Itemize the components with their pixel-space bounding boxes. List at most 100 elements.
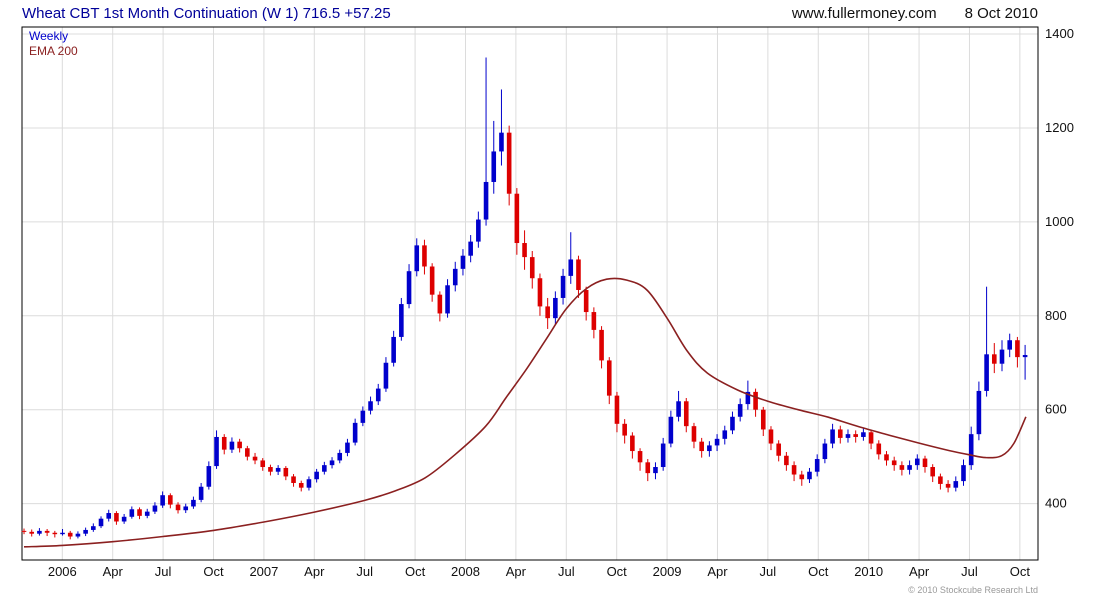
candle-body <box>399 304 404 337</box>
candle-body <box>914 458 920 466</box>
candle-body <box>822 443 828 460</box>
x-axis-label: Apr <box>304 564 325 579</box>
candle-body <box>622 423 627 436</box>
candle-body <box>306 479 312 488</box>
y-axis-label: 600 <box>1045 402 1067 417</box>
candle-body <box>1007 340 1012 350</box>
candle-body <box>884 454 889 461</box>
candle-body <box>483 181 489 220</box>
candle-body <box>553 297 558 319</box>
candle-body <box>60 532 65 535</box>
x-axis-label: 2007 <box>249 564 278 579</box>
candle-body <box>791 465 797 475</box>
y-axis-label: 1200 <box>1045 120 1074 135</box>
candle-body <box>106 513 112 519</box>
ema200-line <box>23 277 1027 548</box>
candle-body <box>298 482 304 488</box>
candle-body <box>29 531 35 534</box>
candle-body <box>429 266 435 295</box>
candle-body <box>44 530 50 533</box>
candle-body <box>245 448 250 457</box>
candle-body <box>614 395 620 424</box>
y-axis-label: 800 <box>1045 308 1067 323</box>
date-label: 8 Oct 2010 <box>964 4 1038 22</box>
candle-body <box>91 526 96 530</box>
candle-body <box>660 443 666 468</box>
candle-body <box>853 434 858 437</box>
candle-body <box>814 459 820 472</box>
candle-body <box>499 132 504 152</box>
candle-body <box>37 530 42 534</box>
x-axis-label: Apr <box>707 564 728 579</box>
candle-body <box>722 430 728 439</box>
x-axis-label: Apr <box>506 564 527 579</box>
x-axis-label: 2009 <box>653 564 682 579</box>
candle-body <box>229 441 235 450</box>
x-axis-label: Jul <box>155 564 172 579</box>
candle-body <box>383 362 389 389</box>
candle-body <box>375 388 381 402</box>
candle-body <box>645 462 651 474</box>
candle-body <box>329 460 335 466</box>
copyright-label: © 2010 Stockcube Research Ltd <box>908 585 1038 595</box>
candle-body <box>460 255 466 269</box>
candle-body <box>283 467 289 477</box>
candle-body <box>314 471 319 480</box>
candle-body <box>168 495 173 505</box>
candle-body <box>198 486 204 500</box>
x-axis-label: 2010 <box>854 564 883 579</box>
x-axis-label: Oct <box>808 564 829 579</box>
candle-body <box>214 436 219 467</box>
candle-body <box>876 443 882 455</box>
candle-body <box>560 275 566 298</box>
candle-body <box>691 426 697 442</box>
candle-body <box>606 360 612 396</box>
candle-body <box>98 518 104 527</box>
candle-body <box>252 456 258 461</box>
candle-body <box>807 471 812 480</box>
candle-body <box>437 294 443 314</box>
candle-body <box>668 416 674 444</box>
candle-body <box>360 410 366 423</box>
candle-body <box>452 268 458 286</box>
candle-body <box>514 193 520 244</box>
candle-body <box>414 245 420 272</box>
y-axis-label: 400 <box>1045 496 1067 511</box>
candle-body <box>345 442 350 453</box>
candle-body <box>976 390 982 435</box>
candle-body <box>114 513 119 522</box>
candle-body <box>861 432 866 437</box>
candle-body <box>591 312 597 330</box>
x-axis-label: Apr <box>909 564 930 579</box>
candle-body <box>891 460 897 466</box>
chart-header: Wheat CBT 1st Month Continuation (W 1) 7… <box>22 2 1038 24</box>
x-axis-label: Apr <box>103 564 124 579</box>
candle-body <box>637 451 643 463</box>
candle-body <box>868 432 874 444</box>
x-axis-label: Jul <box>961 564 978 579</box>
candle-body <box>730 416 735 431</box>
legend-ema-label: EMA 200 <box>29 44 78 58</box>
candle-body <box>938 476 943 484</box>
candle-body <box>945 483 951 488</box>
candle-body <box>468 241 473 256</box>
candle-body <box>268 467 273 472</box>
candle-body <box>352 422 358 443</box>
legend-weekly-label: Weekly <box>29 29 69 43</box>
candle-body <box>953 481 959 488</box>
candle-body <box>445 285 450 314</box>
candle-body <box>368 401 373 411</box>
candle-body <box>129 509 135 517</box>
x-axis-label: Jul <box>760 564 777 579</box>
candle-body <box>737 404 743 417</box>
candle-body <box>676 401 681 417</box>
candle-body <box>491 151 497 182</box>
candle-body <box>922 458 928 468</box>
candle-body <box>406 271 412 305</box>
plot-border <box>21 26 1039 561</box>
candle-body <box>83 529 88 534</box>
website-link[interactable]: www.fullermoney.com <box>791 4 937 22</box>
candle-body <box>522 243 527 258</box>
candle-body <box>322 465 327 472</box>
